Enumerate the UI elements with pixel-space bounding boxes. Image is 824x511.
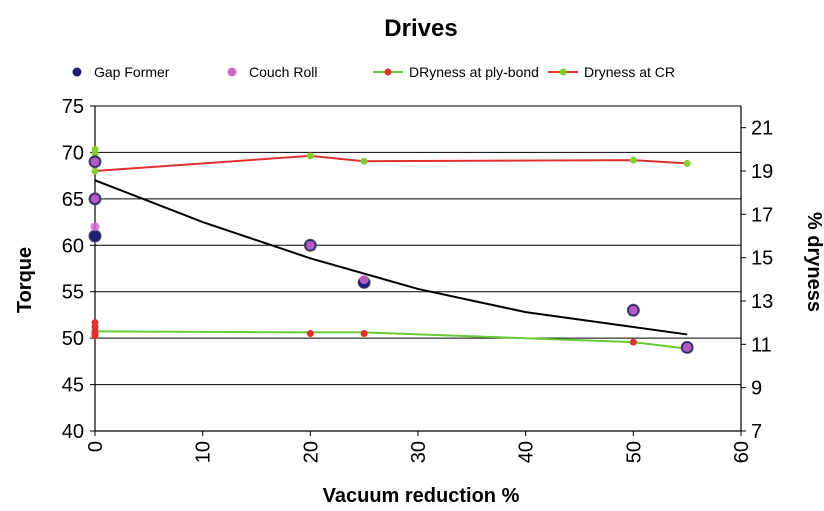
data-point (682, 342, 692, 352)
y2-tick-label: 11 (751, 334, 772, 356)
legend-marker (384, 68, 392, 76)
legend-marker (559, 68, 567, 76)
y2-tick-label: 7 (751, 421, 762, 443)
legend: Gap Former Couch Roll DRyness at ply-bond D… (72, 64, 675, 80)
data-point (628, 305, 638, 315)
grid-lines (95, 105, 741, 432)
series-line (94, 154, 688, 172)
y-tick-label: 50 (62, 328, 84, 350)
data-point (359, 275, 369, 285)
y2-tick-label: 13 (751, 291, 773, 313)
data-point (91, 150, 99, 158)
legend-label: Dryness at CR (584, 64, 675, 80)
x-tick-label: 10 (193, 441, 215, 463)
y-tick-label: 55 (62, 282, 84, 304)
data-point (90, 222, 100, 232)
y-tick-label: 45 (62, 375, 84, 397)
legend-marker (227, 67, 237, 77)
y2-tick-label: 15 (751, 248, 773, 270)
chart-title: Drives (384, 15, 457, 42)
y-tick-label: 65 (62, 189, 84, 211)
data-point (683, 159, 691, 167)
data-point (629, 338, 637, 346)
data-point (629, 156, 637, 164)
x-tick-label: 50 (623, 441, 645, 463)
x-tick-label: 60 (731, 441, 753, 463)
y2-axis-label: % dryness (803, 212, 824, 312)
y2-tick-label: 19 (751, 161, 773, 183)
axes: 40 45 50 55 60 65 70 75 7 9 11 13 15 17 19 21 0 10 20 30 40 5… (62, 96, 774, 463)
data-point (90, 157, 100, 167)
data-point (360, 330, 368, 337)
data-point (306, 330, 314, 337)
legend-label: Couch Roll (249, 64, 317, 80)
data-marks (88, 145, 694, 354)
y-tick-label: 60 (62, 235, 84, 257)
y2-tick-label: 21 (751, 118, 773, 140)
legend-label: DRyness at ply-bond (409, 64, 539, 80)
y-tick-label: 40 (62, 421, 84, 443)
series-line (94, 330, 688, 350)
data-point (91, 332, 99, 340)
data-point (306, 152, 314, 160)
y-tick-label: 70 (62, 142, 84, 164)
y2-tick-label: 17 (751, 204, 773, 226)
data-point (88, 229, 102, 243)
x-tick-label: 20 (300, 441, 322, 463)
x-tick-label: 0 (85, 441, 107, 452)
y-axis-label: Torque (14, 247, 36, 313)
x-tick-label: 30 (408, 441, 430, 463)
y2-tick-label: 9 (751, 378, 762, 400)
trendline (94, 179, 688, 336)
data-point (305, 240, 315, 250)
legend-marker (72, 67, 82, 77)
x-axis-label: Vacuum reduction % (323, 485, 520, 507)
data-point (360, 157, 368, 165)
data-point (91, 167, 99, 175)
y-tick-label: 75 (62, 96, 84, 118)
data-point (90, 194, 100, 204)
legend-label: Gap Former (94, 64, 170, 80)
x-tick-label: 40 (516, 441, 538, 463)
